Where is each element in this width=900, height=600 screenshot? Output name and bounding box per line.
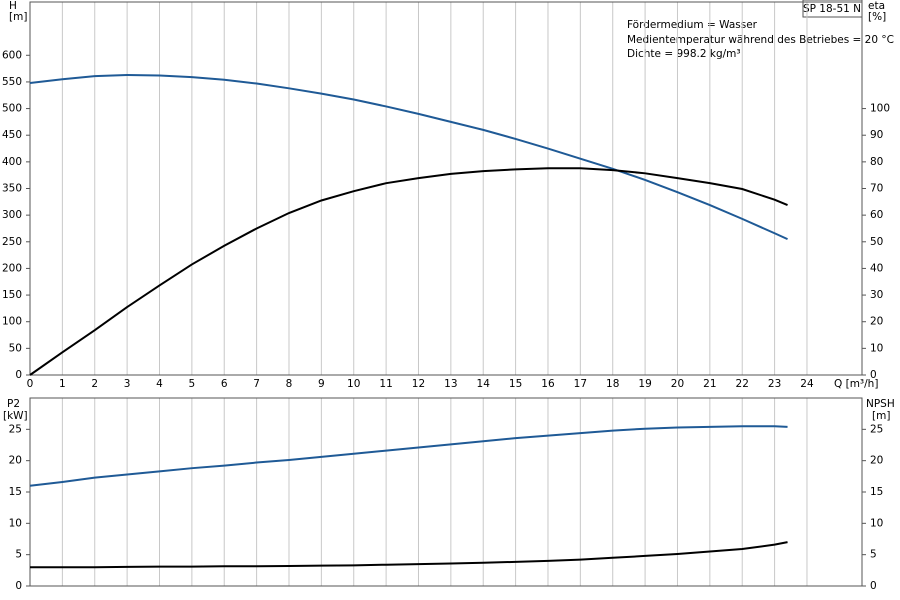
y-tick-label: 300 xyxy=(2,209,22,221)
y-axis-unit: [m] xyxy=(9,11,27,23)
y2-tick-label: 50 xyxy=(870,236,883,248)
y2-tick-label: 40 xyxy=(870,262,883,274)
y2-tick-label: 70 xyxy=(870,183,883,195)
x-tick-label: 9 xyxy=(318,378,325,390)
y-tick-label: 200 xyxy=(2,262,22,274)
y2-axis-unit: [m] xyxy=(872,410,890,422)
x-tick-label: 2 xyxy=(91,378,98,390)
x-tick-label: 13 xyxy=(444,378,457,390)
x-tick-label: 19 xyxy=(638,378,651,390)
y2-tick-label: 20 xyxy=(870,455,883,467)
y2-axis-label: NPSH xyxy=(866,398,895,410)
y-tick-label: 500 xyxy=(2,103,22,115)
y-axis-label: H xyxy=(9,0,17,12)
x-tick-label: 18 xyxy=(606,378,619,390)
y-tick-label: 0 xyxy=(15,580,22,592)
chart-title: SP 18-51 N xyxy=(803,3,861,15)
y-tick-label: 20 xyxy=(9,455,22,467)
y2-tick-label: 0 xyxy=(870,369,877,381)
annotation: Medientemperatur während des Betriebes =… xyxy=(627,34,894,46)
y-tick-label: 400 xyxy=(2,156,22,168)
x-tick-label: 7 xyxy=(253,378,260,390)
y-tick-label: 250 xyxy=(2,236,22,248)
y-tick-label: 550 xyxy=(2,76,22,88)
y-tick-label: 10 xyxy=(9,517,22,529)
x-tick-label: 17 xyxy=(574,378,587,390)
x-tick-label: 21 xyxy=(703,378,716,390)
y2-axis-label: eta xyxy=(868,0,885,12)
x-tick-label: 14 xyxy=(477,378,491,390)
x-tick-label: 0 xyxy=(27,378,34,390)
y2-tick-label: 60 xyxy=(870,209,883,221)
y-tick-label: 600 xyxy=(2,49,22,61)
y2-tick-label: 90 xyxy=(870,129,883,141)
y-tick-label: 50 xyxy=(9,342,22,354)
y2-tick-label: 10 xyxy=(870,517,883,529)
y2-tick-label: 5 xyxy=(870,549,877,561)
x-axis-label: Q [m³/h] xyxy=(834,378,878,390)
x-tick-label: 6 xyxy=(221,378,228,390)
x-tick-label: 11 xyxy=(379,378,392,390)
y-tick-label: 0 xyxy=(15,369,22,381)
y2-axis-unit: [%] xyxy=(868,11,886,23)
x-tick-label: 23 xyxy=(768,378,781,390)
y-tick-label: 450 xyxy=(2,129,22,141)
y2-tick-label: 0 xyxy=(870,580,877,592)
y-axis-label: P2 xyxy=(7,398,20,410)
series-line xyxy=(30,541,788,569)
y-tick-label: 150 xyxy=(2,289,22,301)
y-tick-label: 15 xyxy=(9,486,22,498)
y-tick-label: 25 xyxy=(9,423,22,435)
x-tick-label: 5 xyxy=(189,378,196,390)
x-tick-label: 3 xyxy=(124,378,131,390)
x-tick-label: 22 xyxy=(736,378,749,390)
y2-tick-label: 15 xyxy=(870,486,883,498)
x-tick-label: 16 xyxy=(541,378,555,390)
annotation: Dichte = 998.2 kg/m³ xyxy=(627,48,741,60)
y-tick-label: 100 xyxy=(2,316,22,328)
y2-tick-label: 100 xyxy=(870,103,890,115)
y2-tick-label: 20 xyxy=(870,316,883,328)
series-line xyxy=(29,73,788,241)
y2-tick-label: 10 xyxy=(870,342,883,354)
x-tick-label: 1 xyxy=(59,378,66,390)
y2-tick-label: 30 xyxy=(870,289,883,301)
y2-tick-label: 25 xyxy=(870,423,883,435)
x-tick-label: 12 xyxy=(412,378,425,390)
series-line xyxy=(29,167,788,376)
x-tick-label: 15 xyxy=(509,378,522,390)
y-tick-label: 5 xyxy=(15,549,22,561)
x-tick-label: 4 xyxy=(156,378,163,390)
y2-tick-label: 80 xyxy=(870,156,883,168)
x-tick-label: 10 xyxy=(347,378,360,390)
y-axis-unit: [kW] xyxy=(3,410,28,422)
y-tick-label: 350 xyxy=(2,183,22,195)
x-tick-label: 24 xyxy=(800,378,814,390)
annotation: Fördermedium = Wasser xyxy=(627,19,758,31)
series-line xyxy=(29,425,788,487)
x-tick-label: 20 xyxy=(671,378,684,390)
x-tick-label: 8 xyxy=(286,378,293,390)
